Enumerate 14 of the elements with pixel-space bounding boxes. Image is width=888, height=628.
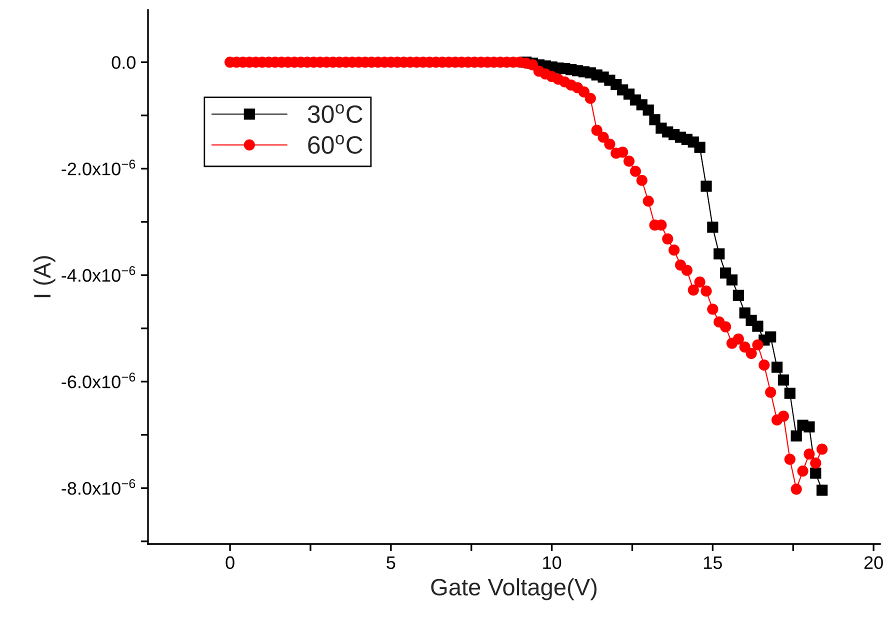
y-tick-label: -8.0x10$^{−6}$ bbox=[62, 479, 136, 495]
y-tick-label: 0.0 bbox=[112, 56, 136, 69]
legend-label: 60$^{o}$C bbox=[308, 134, 362, 154]
x-tick-label: 15 bbox=[704, 556, 722, 570]
x-tick-label: 5 bbox=[386, 556, 396, 570]
legend-label: 30$^{o}$C bbox=[308, 104, 362, 124]
y-tick-label: -4.0x10$^{−6}$ bbox=[62, 266, 136, 282]
x-tick-label: 10 bbox=[543, 556, 562, 570]
y-axis-title: I (A) bbox=[33, 256, 56, 298]
x-axis-title: Gate Voltage(V) bbox=[431, 578, 597, 600]
x-tick-label: 0 bbox=[226, 556, 234, 570]
x-tick-label: 20 bbox=[864, 556, 883, 570]
y-tick-label: -2.0x10$^{−6}$ bbox=[62, 160, 136, 176]
y-tick-label: -6.0x10$^{−6}$ bbox=[62, 372, 136, 388]
